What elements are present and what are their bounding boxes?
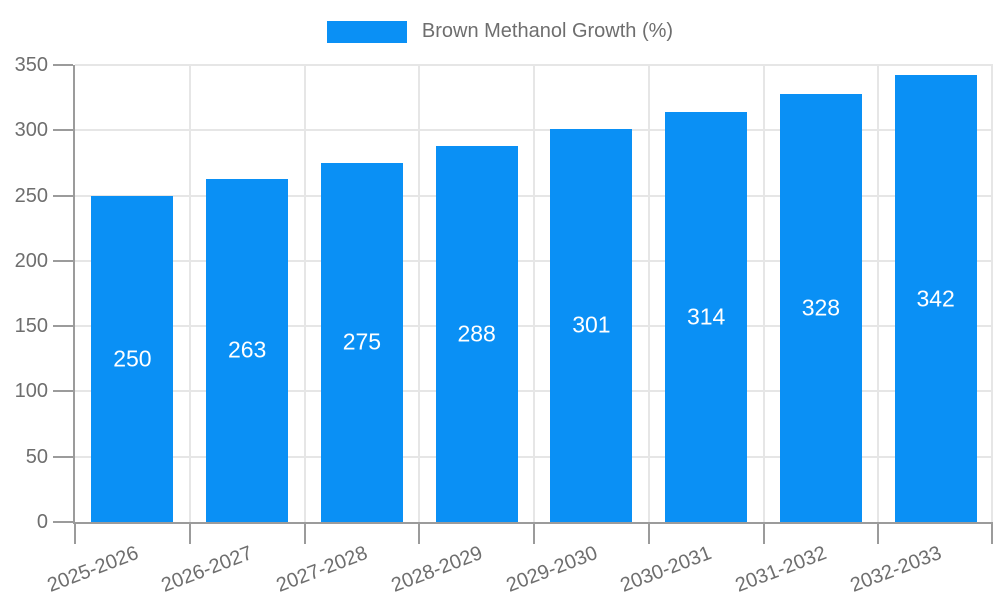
gridline-vertical — [418, 65, 421, 522]
y-tick-label: 200 — [14, 249, 48, 272]
y-tick-mark — [53, 521, 73, 523]
x-tick-mark — [303, 524, 306, 544]
y-tick-label: 150 — [14, 315, 48, 338]
x-tick-mark — [991, 524, 993, 544]
x-tick-label: 2032-2033 — [847, 542, 945, 597]
x-tick-mark — [762, 524, 765, 544]
x-tick-label: 2028-2029 — [388, 542, 486, 597]
bar[interactable]: 288 — [435, 145, 518, 522]
y-tick-mark — [53, 325, 73, 328]
y-tick-mark — [53, 129, 73, 132]
y-tick-mark — [53, 390, 73, 393]
x-axis-line — [73, 522, 993, 524]
bar-value-label: 288 — [457, 320, 496, 347]
bar-value-label: 301 — [572, 311, 611, 338]
bar[interactable]: 250 — [91, 195, 174, 522]
bar[interactable]: 301 — [550, 128, 633, 522]
bar[interactable]: 314 — [665, 112, 748, 522]
y-tick-label: 0 — [36, 511, 48, 533]
x-tick-label: 2027-2028 — [273, 542, 371, 597]
bar-value-label: 250 — [113, 345, 152, 372]
bar[interactable]: 328 — [779, 93, 862, 522]
bar[interactable]: 275 — [320, 162, 403, 522]
y-tick-mark — [53, 64, 73, 66]
y-tick-label: 350 — [14, 54, 48, 76]
legend-label: Brown Methanol Growth (%) — [421, 20, 674, 42]
x-tick-mark — [418, 524, 421, 544]
bar[interactable]: 263 — [206, 178, 289, 522]
y-tick-mark — [53, 455, 73, 458]
bar-value-label: 314 — [686, 303, 726, 330]
bar[interactable]: 342 — [894, 75, 977, 522]
x-tick-label: 2026-2027 — [158, 542, 257, 597]
x-tick-mark — [188, 524, 191, 544]
gridline-vertical — [303, 65, 306, 522]
gridline-vertical — [762, 65, 765, 522]
gridline-vertical — [877, 65, 880, 522]
x-tick-label: 2029-2030 — [503, 542, 601, 597]
gridline-vertical — [647, 65, 650, 522]
x-tick-mark — [74, 524, 76, 544]
x-tick-label: 2031-2032 — [732, 542, 830, 597]
y-axis-line — [73, 65, 75, 524]
gridline-vertical — [188, 65, 191, 522]
y-tick-label: 100 — [14, 380, 48, 403]
y-tick-label: 250 — [14, 184, 48, 207]
y-axis-labels: 0 50 100 150 200 250 300 350 — [0, 54, 48, 533]
x-tick-label: 2025-2026 — [44, 542, 142, 597]
y-tick-label: 300 — [14, 119, 48, 142]
legend-swatch — [326, 20, 407, 43]
x-tick-mark — [533, 524, 535, 544]
chart-legend[interactable]: Brown Methanol Growth (%) — [0, 20, 1000, 43]
bar-value-label: 263 — [227, 336, 267, 363]
y-tick-mark — [53, 259, 73, 262]
plot-area: 250 263 275 288 301 314 328 342 — [53, 64, 993, 544]
gridline-vertical — [991, 65, 993, 522]
gridline-vertical — [533, 65, 535, 522]
x-tick-mark — [647, 524, 650, 544]
bar-value-label: 342 — [916, 285, 955, 312]
y-tick-label: 50 — [25, 445, 48, 468]
y-tick-mark — [53, 194, 73, 197]
x-tick-label: 2030-2031 — [617, 542, 716, 597]
x-tick-mark — [877, 524, 880, 544]
bar-value-label: 328 — [801, 294, 841, 321]
bar-value-label: 275 — [342, 328, 382, 355]
